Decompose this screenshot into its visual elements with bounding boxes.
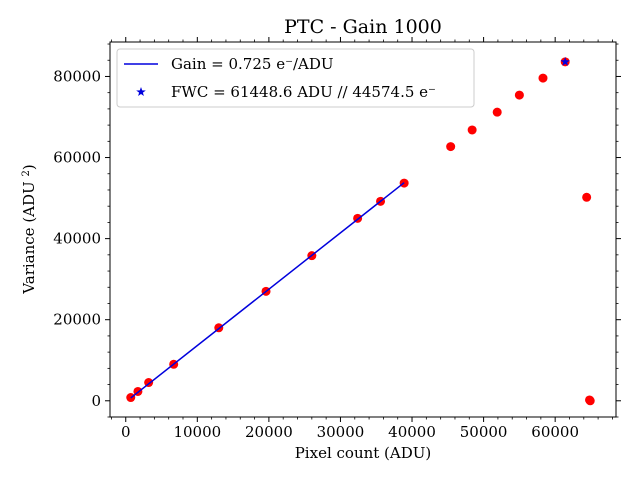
data-point	[514, 90, 524, 100]
data-point	[446, 142, 456, 152]
x-tick-label: 40000	[388, 423, 436, 441]
data-point	[467, 125, 477, 135]
plot-content	[126, 56, 595, 406]
fwc-star-marker	[560, 56, 570, 66]
x-tick-label: 30000	[317, 423, 365, 441]
y-tick-label: 20000	[53, 311, 101, 329]
x-axis-label: Pixel count (ADU)	[295, 444, 432, 462]
x-tick-label: 50000	[460, 423, 508, 441]
x-tick-label: 60000	[531, 423, 579, 441]
chart-title: PTC - Gain 1000	[284, 16, 442, 38]
y-tick-label: 80000	[53, 67, 101, 85]
legend-entry-gain: Gain = 0.725 e⁻/ADU	[171, 55, 334, 73]
x-tick-label: 10000	[173, 423, 221, 441]
y-tick-label: 40000	[53, 230, 101, 248]
data-point	[492, 107, 502, 117]
y-axis-label: Variance (ADU 2)	[20, 164, 38, 294]
y-axis-label-text: Variance (ADU	[20, 181, 38, 294]
y-axis-label-tail: )	[20, 164, 38, 170]
data-point	[538, 73, 548, 83]
data-point	[585, 396, 595, 406]
y-tick-label: 60000	[53, 149, 101, 167]
x-tick-label: 0	[121, 423, 131, 441]
legend-box	[116, 48, 475, 108]
legend-entry-fwc: FWC = 61448.6 ADU // 44574.5 e⁻	[171, 83, 436, 101]
y-tick-label: 0	[91, 392, 101, 410]
legend: Gain = 0.725 e⁻/ADU FWC = 61448.6 ADU //…	[116, 48, 475, 108]
data-point	[582, 192, 592, 202]
x-tick-label: 20000	[245, 423, 293, 441]
axis-tick-labels: 0 10000 20000 30000 40000 50000 60000 0 20000 400…	[53, 67, 579, 441]
plot-frame	[109, 41, 617, 418]
y-axis-label-superscript: 2	[21, 170, 32, 176]
legend-star-swatch	[136, 87, 146, 96]
fit-line	[130, 182, 405, 399]
